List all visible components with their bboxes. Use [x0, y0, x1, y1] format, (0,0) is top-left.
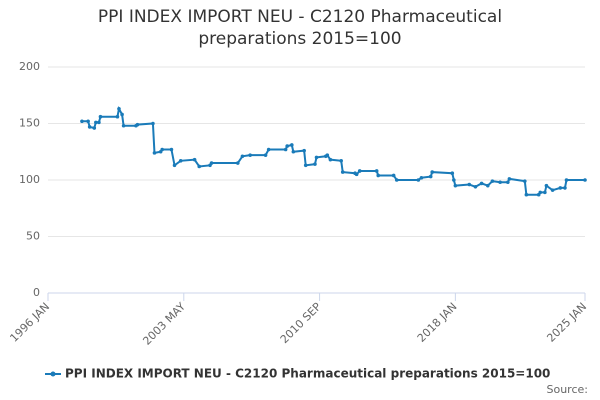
point	[290, 143, 294, 147]
point	[340, 170, 345, 174]
point	[523, 179, 527, 183]
legend-marker	[50, 371, 56, 377]
point	[263, 153, 268, 157]
point	[236, 161, 240, 165]
x-tick-label: 2003 MAY	[140, 300, 188, 348]
point	[428, 174, 433, 179]
chart-title: PPI INDEX IMPORT NEU - C2120 Pharmaceuti…	[97, 7, 503, 49]
point	[87, 125, 92, 129]
point	[178, 158, 183, 163]
point	[314, 155, 319, 160]
point	[419, 175, 424, 180]
point	[86, 119, 90, 124]
point	[507, 177, 512, 181]
point	[152, 151, 157, 155]
x-tick-label: 1996 JAN	[7, 300, 52, 345]
point	[80, 119, 84, 124]
point	[302, 148, 306, 153]
point	[120, 112, 124, 117]
point	[339, 158, 343, 163]
y-tick-label: 0	[33, 286, 40, 299]
point	[450, 171, 455, 176]
point	[543, 190, 547, 195]
point	[550, 188, 555, 192]
point	[391, 173, 396, 178]
point	[98, 114, 103, 119]
point	[506, 180, 510, 185]
point	[452, 178, 456, 182]
point	[160, 147, 164, 152]
point	[374, 169, 379, 173]
point	[192, 157, 197, 162]
y-tick-label: 200	[19, 60, 40, 73]
point	[357, 169, 362, 173]
x-tick-label: 2010 SEP	[278, 300, 324, 346]
point	[115, 114, 120, 119]
point	[169, 147, 174, 152]
point	[354, 172, 359, 177]
point	[240, 154, 245, 159]
point	[266, 147, 271, 152]
point	[283, 147, 288, 152]
point	[563, 186, 567, 190]
point	[303, 163, 308, 168]
point	[291, 149, 296, 154]
point	[583, 178, 587, 182]
point	[564, 178, 569, 182]
point	[325, 153, 330, 157]
point	[117, 107, 121, 111]
point	[473, 184, 478, 189]
point	[524, 192, 529, 197]
point	[538, 190, 543, 195]
point	[197, 164, 202, 169]
point	[97, 120, 101, 125]
point	[558, 186, 563, 190]
point	[135, 122, 140, 127]
point	[394, 178, 399, 182]
point	[92, 126, 97, 130]
point	[121, 123, 126, 128]
point	[151, 121, 155, 126]
point	[209, 161, 214, 165]
legend-label: PPI INDEX IMPORT NEU - C2120 Pharmaceuti…	[65, 367, 550, 381]
point	[248, 153, 252, 157]
point	[94, 120, 98, 125]
x-tick-label: 2018 JAN	[415, 300, 460, 345]
y-tick-label: 100	[19, 173, 40, 186]
point	[376, 173, 381, 178]
point	[313, 162, 317, 166]
point	[498, 180, 502, 185]
point	[490, 179, 495, 183]
point	[544, 183, 549, 188]
x-tick-label: 2025 JAN	[544, 300, 589, 345]
point	[467, 182, 472, 187]
point	[453, 183, 458, 188]
point	[285, 144, 289, 148]
point	[328, 157, 333, 162]
y-tick-label: 50	[26, 230, 40, 243]
point	[485, 183, 490, 188]
point	[479, 181, 484, 186]
point	[430, 170, 435, 174]
point	[172, 163, 177, 168]
y-tick-label: 150	[19, 117, 40, 130]
source: Source:	[547, 383, 589, 396]
point	[416, 178, 421, 182]
